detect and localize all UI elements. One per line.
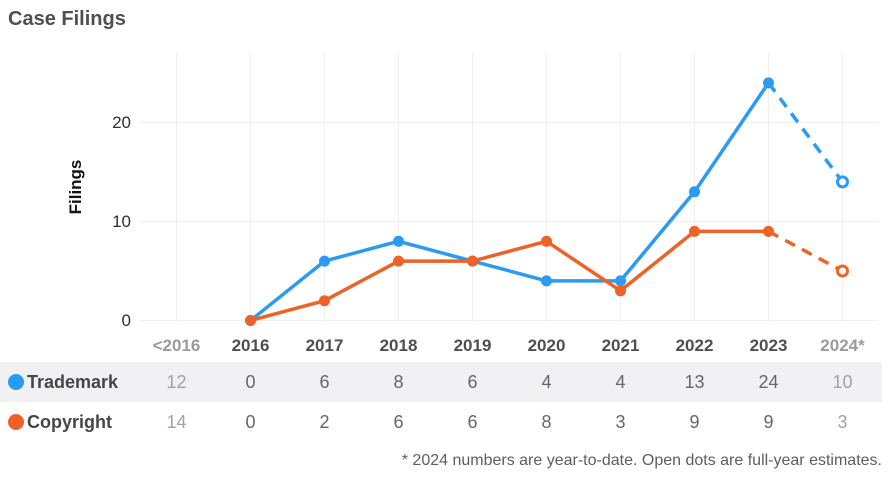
table-value-cell: 6 — [319, 372, 330, 392]
table-value-cell: 3 — [837, 412, 848, 432]
trademark-data-dot — [245, 315, 256, 326]
chart-title: Case Filings — [8, 8, 126, 30]
table-value-cell: 14 — [166, 412, 187, 432]
table-value-cell: 13 — [684, 372, 705, 392]
trademark-data-dot — [615, 275, 626, 287]
trademark-legend-dot-icon — [8, 374, 24, 390]
table-value-cell: 10 — [832, 372, 853, 392]
x-axis-label: 2024* — [820, 336, 865, 355]
y-tick-label: 20 — [112, 112, 131, 132]
x-axis-label: 2021 — [601, 336, 640, 355]
table-value-cell: 12 — [166, 372, 187, 392]
copyright-estimate-open-dot — [836, 264, 849, 278]
copyright-series-label: Copyright — [27, 412, 112, 432]
trademark-series-label: Trademark — [27, 372, 119, 392]
trademark-data-dot — [541, 275, 552, 287]
y-tick-label: 10 — [112, 211, 131, 231]
x-axis-label: 2020 — [527, 336, 566, 355]
x-axis-label: 2022 — [675, 336, 714, 355]
copyright-data-dot — [689, 225, 700, 237]
trademark-dashed-estimate-line — [767, 81, 844, 183]
table-value-cell: 3 — [615, 412, 626, 432]
table-value-cell: 6 — [467, 372, 478, 392]
copyright-dashed-estimate-line — [767, 229, 844, 273]
trademark-data-dot — [393, 235, 404, 247]
table-value-cell: 2 — [319, 412, 330, 432]
copyright-line — [250, 229, 769, 323]
trademark-data-dot — [689, 186, 700, 198]
table-value-cell: 0 — [245, 372, 256, 392]
trademark-estimate-open-dot — [836, 175, 849, 189]
table-value-cell: 9 — [763, 412, 774, 432]
x-axis-label: 2019 — [453, 336, 492, 355]
x-axis-label: 2016 — [231, 336, 270, 355]
table-value-cell: 0 — [245, 412, 256, 432]
copyright-data-dot — [541, 235, 552, 247]
footnote: * 2024 numbers are year-to-date. Open do… — [401, 452, 882, 469]
copyright-data-dot — [467, 255, 478, 267]
trademark-data-dot — [763, 77, 774, 89]
table-value-cell: 8 — [393, 372, 404, 392]
table-value-cell: 8 — [541, 412, 552, 432]
trademark-data-dot — [319, 255, 330, 267]
x-axis-label: 2023 — [749, 336, 788, 355]
copyright-data-dot — [615, 285, 626, 297]
table-value-cell: 9 — [689, 412, 700, 432]
table-value-cell: 4 — [615, 372, 626, 392]
table-row-trademark: Trademark 12 0 6 8 6 4 4 13 24 10 — [0, 362, 882, 402]
copyright-data-dot — [245, 315, 256, 326]
y-tick-label: 0 — [121, 310, 131, 330]
table-row-copyright: Copyright 14 0 2 6 6 8 3 9 9 3 — [0, 402, 882, 442]
table-value-cell: 4 — [541, 372, 552, 392]
trademark-line — [249, 81, 770, 322]
trademark-data-dot — [467, 255, 478, 267]
table-value-cell: 24 — [758, 372, 779, 392]
x-axis-label: <2016 — [152, 336, 201, 355]
x-axis-label: 2017 — [305, 336, 344, 355]
copyright-legend-dot-icon — [8, 414, 24, 430]
copyright-data-dot — [763, 225, 774, 237]
copyright-data-dot — [393, 255, 404, 267]
x-axis-label: 2018 — [379, 336, 418, 355]
table-value-cell: 6 — [467, 412, 478, 432]
copyright-data-dot — [319, 295, 330, 307]
table-value-cell: 6 — [393, 412, 404, 432]
